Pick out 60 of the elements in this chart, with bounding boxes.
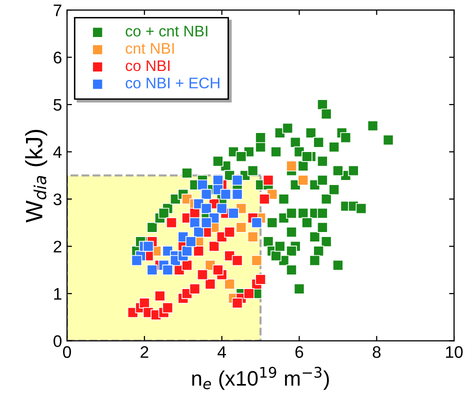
y-tick-label: 2 [54, 240, 62, 252]
point [251, 255, 262, 266]
point [182, 260, 192, 271]
point [193, 246, 204, 256]
x-tick-label: 8 [372, 346, 381, 358]
point [162, 264, 174, 276]
point [200, 217, 212, 228]
point [200, 203, 212, 214]
point [232, 188, 243, 200]
x-tick-label: 0 [63, 346, 72, 358]
point [251, 217, 262, 228]
x-tick-label: 6 [295, 346, 304, 358]
point [236, 222, 247, 233]
y-tick-label: 4 [53, 146, 62, 158]
point [204, 278, 216, 290]
point [232, 255, 243, 266]
x-tick-label: 10 [446, 346, 463, 358]
point [189, 283, 200, 294]
point [228, 208, 239, 219]
point [185, 236, 196, 248]
point [139, 298, 150, 308]
x-tick-label: 2 [140, 346, 148, 358]
legend-label: cnt NBI [126, 43, 174, 54]
y-tick-label: 1 [54, 288, 62, 300]
x-tick-label: 4 [218, 346, 226, 358]
point [197, 269, 208, 280]
point [224, 278, 236, 290]
point [146, 264, 158, 276]
point [232, 298, 243, 308]
y-tick-label: 3 [54, 193, 62, 206]
point [298, 174, 309, 186]
point [200, 188, 212, 200]
point [212, 264, 224, 276]
point [247, 231, 258, 242]
point [286, 160, 297, 172]
point [182, 246, 192, 256]
point [166, 217, 177, 228]
point [220, 188, 232, 200]
point [162, 302, 174, 314]
point [258, 194, 270, 204]
y-tick-label: 5 [54, 99, 62, 111]
point [142, 240, 154, 252]
legend-label: co NBI [126, 60, 170, 72]
x-axis-title: n$_{e}$ (x10$^{19}$ m$^{−3}$) [192, 366, 329, 390]
point [224, 226, 236, 238]
y-axis-title: W$_{dia}$ (kJ) [25, 130, 48, 223]
point [255, 274, 266, 285]
point [154, 290, 166, 302]
legend-label: co + cnt NBI [126, 26, 208, 37]
point [232, 174, 243, 186]
point [197, 179, 208, 190]
y-tick-label: 7 [54, 4, 62, 16]
point [208, 240, 220, 252]
y-tick-label: 0 [54, 335, 62, 348]
y-tick-label: 6 [54, 52, 62, 64]
point [216, 203, 228, 214]
point [244, 288, 254, 300]
point [131, 255, 142, 266]
point [262, 174, 274, 186]
legend-label: co NBI + ECH [126, 78, 220, 88]
